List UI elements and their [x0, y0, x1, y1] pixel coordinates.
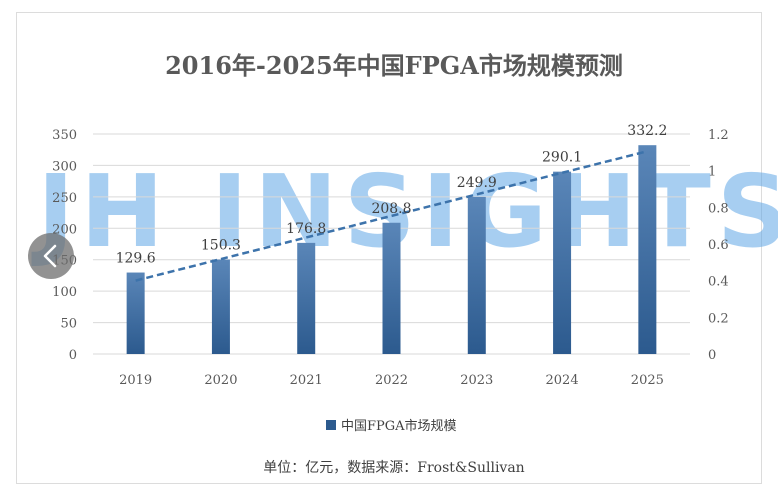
x-tick-label: 2024 [546, 373, 579, 388]
y-tick-label: 250 [52, 191, 77, 206]
bar [297, 242, 316, 354]
legend: 中国FPGA市场规模 [326, 418, 457, 434]
x-tick-label: 2023 [460, 373, 493, 388]
data-label: 129.6 [116, 251, 156, 267]
data-labels: 129.6 150.3 176.8 208.8 249.9 290.1 332.2 [116, 123, 668, 266]
y2-tick-label: 1.2 [708, 128, 729, 143]
bar [382, 222, 401, 354]
legend-label: 中国FPGA市场规模 [341, 418, 457, 434]
data-label: 208.8 [371, 201, 411, 217]
y-tick-label: 0 [69, 348, 77, 363]
x-tick-label: 2019 [119, 373, 152, 388]
prev-button[interactable] [28, 233, 74, 279]
x-tick-label: 2020 [204, 373, 237, 388]
y2-tick-label: 0 [708, 348, 716, 363]
x-tick-label: 2025 [631, 373, 664, 388]
y2-tick-label: 0.8 [708, 201, 729, 216]
data-label: 290.1 [542, 150, 582, 166]
y2-tick-label: 1 [708, 165, 716, 180]
y-tick-label: 300 [52, 159, 77, 174]
source-note: 单位：亿元，数据来源：Frost&Sullivan [263, 460, 524, 476]
y-axis-right: 0 0.2 0.4 0.6 0.8 1 1.2 [708, 128, 729, 363]
y2-tick-label: 0.2 [708, 311, 729, 326]
data-label: 249.9 [457, 175, 497, 191]
bar [638, 145, 657, 354]
data-label: 150.3 [201, 238, 241, 254]
bar [467, 196, 486, 354]
chart-title: 2016年-2025年中国FPGA市场规模预测 [165, 51, 623, 80]
x-tick-label: 2021 [290, 373, 323, 388]
bar [553, 171, 572, 354]
chevron-left-icon [43, 244, 57, 268]
y2-tick-label: 0.6 [708, 238, 729, 253]
data-label: 332.2 [627, 123, 667, 139]
bar [126, 272, 145, 354]
y2-tick-label: 0.4 [708, 275, 729, 290]
bar-series [126, 145, 657, 354]
data-label: 176.8 [286, 221, 326, 237]
x-axis: 2019 2020 2021 2022 2023 2024 2025 [119, 373, 664, 388]
x-tick-label: 2022 [375, 373, 408, 388]
y-tick-label: 50 [60, 317, 77, 332]
legend-swatch [326, 420, 336, 430]
y-tick-label: 350 [52, 128, 77, 143]
y-tick-label: 100 [52, 285, 77, 300]
bar [211, 259, 230, 354]
